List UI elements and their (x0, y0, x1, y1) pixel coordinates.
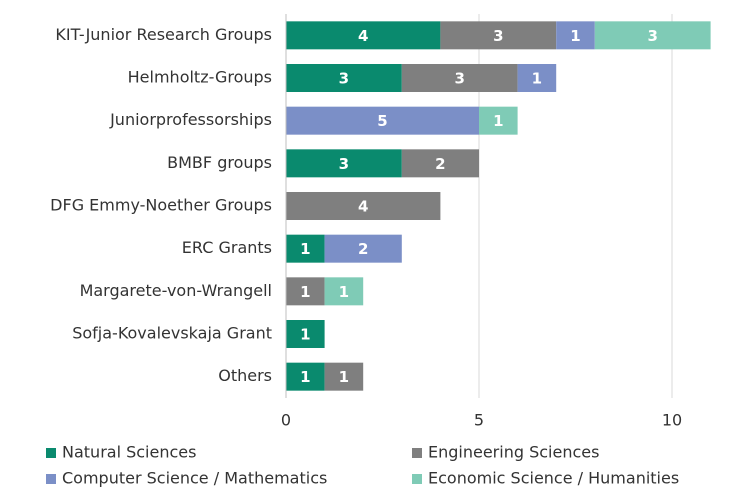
bar-segment (324, 234, 402, 263)
legend-swatch (412, 448, 422, 458)
data-label: 2 (435, 155, 445, 173)
bar-segment (286, 106, 479, 135)
data-label: 1 (300, 326, 310, 344)
y-tick-label: Juniorprofessorships (109, 110, 272, 129)
bar-segment (556, 21, 595, 50)
data-label: 1 (339, 283, 349, 301)
legend-swatch (46, 474, 56, 484)
data-label: 1 (300, 240, 310, 258)
data-label: 4 (358, 27, 368, 45)
bar-segment (594, 21, 711, 50)
bar-segment (401, 149, 479, 178)
bar-segment (286, 277, 325, 306)
bar-segment (286, 21, 441, 50)
bar-segment (286, 320, 325, 348)
bar-segment (324, 277, 364, 306)
data-label: 1 (300, 368, 310, 386)
bar-segment (286, 64, 402, 92)
data-label: 3 (339, 155, 349, 173)
bar-segment (324, 362, 364, 391)
bar-segment (286, 192, 441, 220)
data-label: 3 (493, 27, 503, 45)
data-label: 1 (570, 27, 580, 45)
bar-segment (286, 149, 402, 178)
y-tick-label: Others (218, 366, 272, 385)
bar-segment (286, 362, 325, 391)
y-tick-label: Sofja-Kovalevskaja Grant (72, 324, 272, 343)
data-label: 3 (454, 70, 464, 88)
legend-label: Natural Sciences (62, 443, 196, 462)
legend-swatch (412, 474, 422, 484)
data-label: 1 (493, 112, 503, 130)
bar-segment (286, 234, 325, 263)
data-label: 2 (358, 240, 368, 258)
x-tick-label: 0 (281, 411, 291, 430)
bar-segment (440, 21, 557, 50)
data-label: 1 (532, 70, 542, 88)
data-label: 3 (647, 27, 657, 45)
bar-segment (479, 106, 518, 135)
x-tick-label: 5 (474, 411, 484, 430)
legend-swatch (46, 448, 56, 458)
legend-label: Engineering Sciences (428, 443, 599, 462)
data-label: 1 (339, 368, 349, 386)
y-tick-label: Helmholtz-Groups (128, 68, 272, 87)
bar-segment (401, 64, 518, 92)
y-tick-label: KIT-Junior Research Groups (55, 25, 272, 44)
y-tick-label: ERC Grants (182, 238, 272, 257)
data-label: 3 (339, 70, 349, 88)
x-tick-label: 10 (662, 411, 682, 430)
data-label: 5 (377, 112, 387, 130)
y-tick-label: DFG Emmy-Noether Groups (50, 196, 272, 215)
y-tick-label: BMBF groups (167, 153, 272, 172)
y-tick-label: Margarete-von-Wrangell (80, 281, 272, 300)
data-label: 1 (300, 283, 310, 301)
bar-segment (517, 64, 557, 92)
data-label: 4 (358, 198, 368, 216)
legend-label: Computer Science / Mathematics (62, 469, 327, 488)
legend-label: Economic Science / Humanities (428, 469, 679, 488)
